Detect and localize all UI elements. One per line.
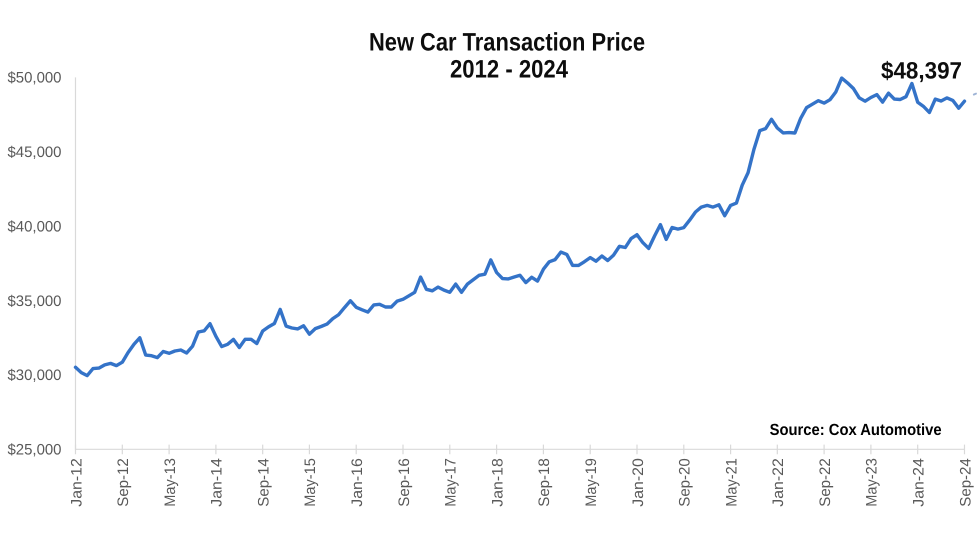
svg-text:Source: Cox Automotive: Source: Cox Automotive xyxy=(770,421,942,439)
svg-text:Jan-14: Jan-14 xyxy=(209,458,226,507)
svg-text:$40,000: $40,000 xyxy=(8,218,62,235)
svg-text:May-21: May-21 xyxy=(723,458,740,507)
svg-text:2012 - 2024: 2012 - 2024 xyxy=(450,55,568,83)
svg-text:May-13: May-13 xyxy=(162,458,179,507)
svg-text:Jan-24: Jan-24 xyxy=(911,458,928,507)
svg-text:Sep-14: Sep-14 xyxy=(256,458,273,507)
svg-text:Sep-12: Sep-12 xyxy=(115,458,132,507)
svg-text:May-17: May-17 xyxy=(443,458,460,507)
svg-text:$48,397: $48,397 xyxy=(881,59,962,85)
svg-text:Jan-16: Jan-16 xyxy=(349,458,366,507)
svg-text:Sep-16: Sep-16 xyxy=(396,458,413,507)
svg-text:Sep-20: Sep-20 xyxy=(677,458,694,507)
svg-text:Jan-22: Jan-22 xyxy=(770,458,787,507)
svg-text:Sep-24: Sep-24 xyxy=(957,458,974,507)
svg-text:$35,000: $35,000 xyxy=(8,293,62,310)
svg-text:New Car Transaction Price: New Car Transaction Price xyxy=(369,29,645,57)
svg-text:Jan-20: Jan-20 xyxy=(630,458,647,507)
svg-text:$50,000: $50,000 xyxy=(8,70,62,87)
svg-text:$25,000: $25,000 xyxy=(8,442,62,459)
svg-text:Jan-12: Jan-12 xyxy=(68,458,85,507)
svg-text:May-15: May-15 xyxy=(302,458,319,507)
svg-text:May-23: May-23 xyxy=(864,458,881,507)
svg-text:$30,000: $30,000 xyxy=(8,367,62,384)
svg-text:$45,000: $45,000 xyxy=(8,144,62,161)
svg-text:Sep-18: Sep-18 xyxy=(536,458,553,507)
svg-text:Jan-18: Jan-18 xyxy=(489,458,506,507)
svg-text:May-19: May-19 xyxy=(583,458,600,507)
svg-text:Sep-22: Sep-22 xyxy=(817,458,834,507)
